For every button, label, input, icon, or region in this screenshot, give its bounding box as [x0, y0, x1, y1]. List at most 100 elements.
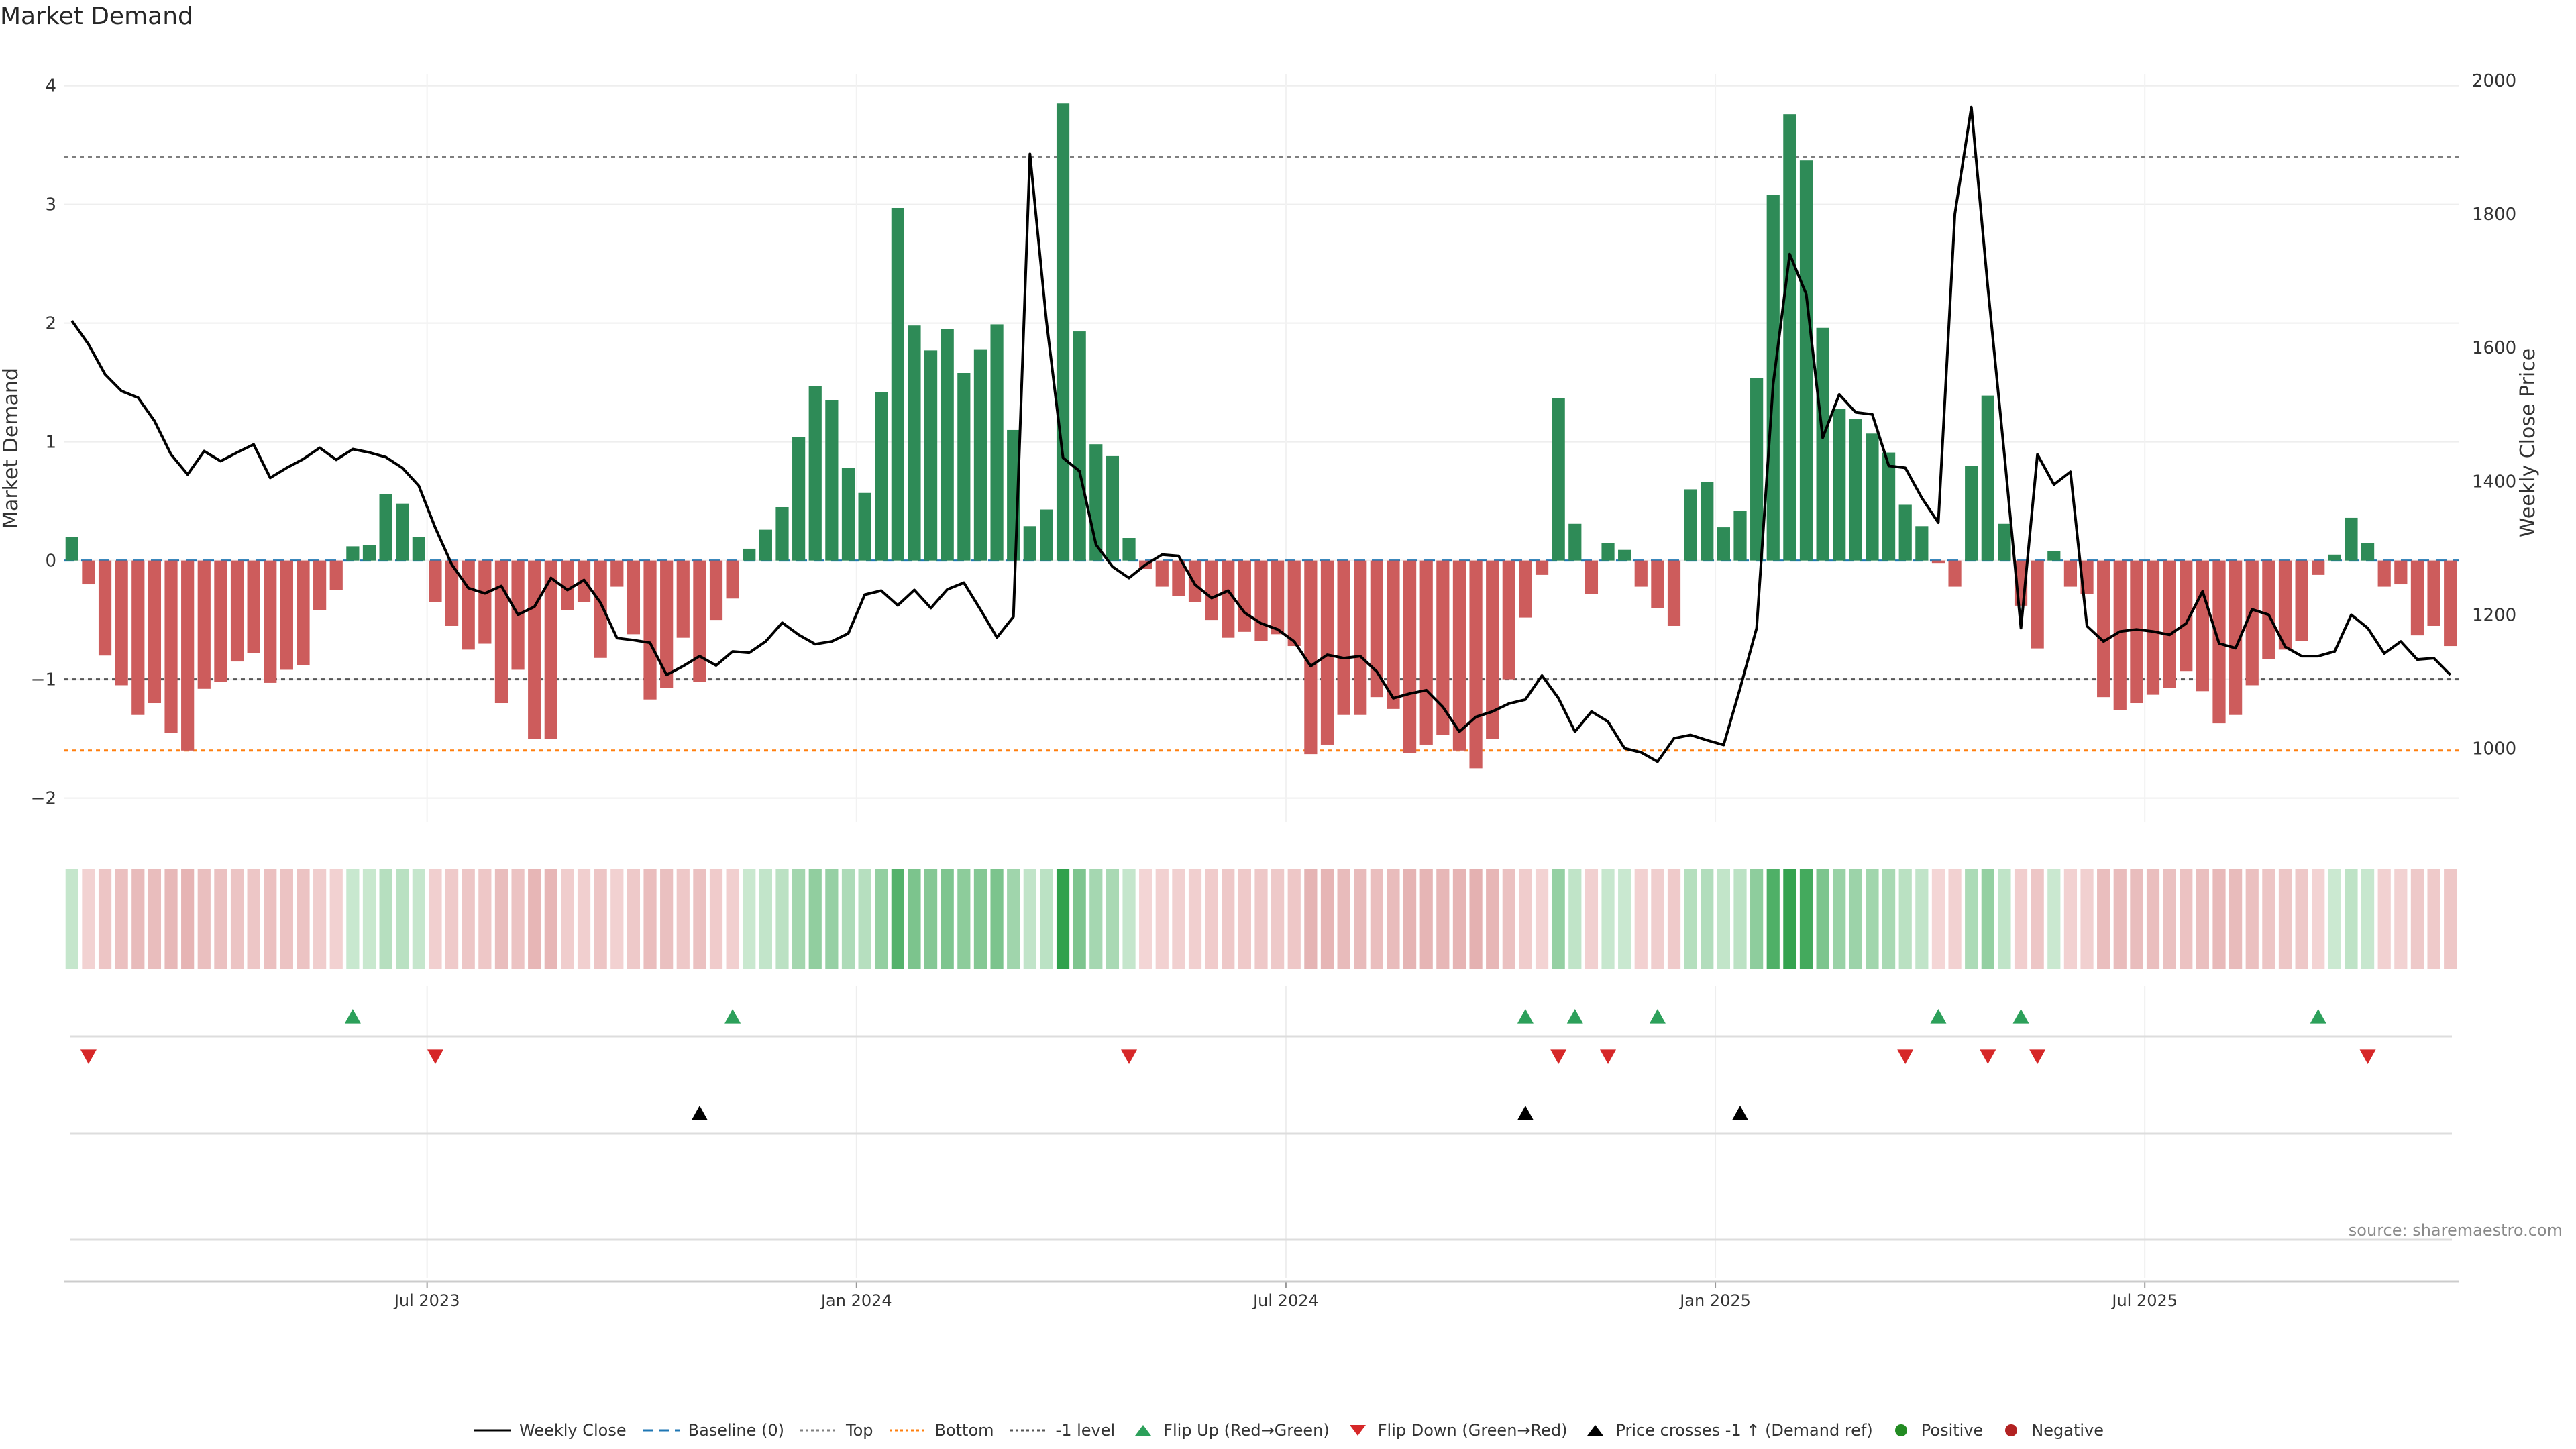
- legend-price-cross: Price crosses -1 ↑ (Demand ref): [1582, 1421, 1873, 1440]
- demand-bar: [1948, 560, 1962, 587]
- heat-strip-cell: [775, 869, 789, 969]
- heat-strip-cell: [2361, 869, 2375, 969]
- event-markers: [64, 1009, 2459, 1283]
- heat-strip-cell: [1007, 869, 1020, 969]
- demand-heat-strip: [65, 869, 2457, 969]
- demand-bar: [1238, 560, 1251, 632]
- demand-bar: [478, 560, 492, 644]
- legend-top: Top: [799, 1421, 873, 1440]
- demand-bar: [1965, 466, 1978, 561]
- demand-bar: [412, 537, 425, 561]
- heat-strip-cell: [759, 869, 772, 969]
- demand-bar: [1849, 419, 1862, 561]
- heat-strip-cell: [1568, 869, 1582, 969]
- demand-bar: [2345, 517, 2358, 561]
- heat-strip-cell: [693, 869, 706, 969]
- x-tick-label: Jul 2023: [393, 1291, 460, 1310]
- heat-strip-cell: [2278, 869, 2292, 969]
- demand-bar: [98, 560, 112, 656]
- weekly-close-line: [70, 105, 2452, 763]
- demand-bar: [1816, 327, 1829, 561]
- demand-bar: [875, 392, 888, 561]
- demand-bar: [2377, 560, 2391, 587]
- heat-strip-cell: [1733, 869, 1747, 969]
- demand-bar: [1585, 560, 1599, 594]
- flip-down-marker: [80, 1049, 97, 1064]
- y-tick-label-left: 0: [45, 551, 56, 572]
- y-tick-label-right: 1400: [2472, 472, 2516, 492]
- heat-strip-cell: [891, 869, 904, 969]
- demand-bar: [1222, 560, 1235, 638]
- flip-up-marker: [1566, 1009, 1583, 1024]
- heat-strip-cell: [1833, 869, 1846, 969]
- demand-bar: [1403, 560, 1417, 753]
- heat-strip-cell: [1222, 869, 1235, 969]
- heat-strip-cell: [808, 869, 822, 969]
- demand-bar: [2047, 551, 2061, 561]
- flip-down-marker: [1980, 1049, 1996, 1064]
- heat-strip-cell: [2410, 869, 2424, 969]
- demand-bar: [676, 560, 690, 638]
- demand-bar: [957, 373, 971, 561]
- heat-strip-cell: [1535, 869, 1549, 969]
- heat-strip-cell: [1452, 869, 1466, 969]
- heat-strip-cell: [1287, 869, 1301, 969]
- demand-bar: [808, 386, 822, 561]
- demand-bar: [841, 468, 855, 561]
- demand-bar: [610, 560, 624, 587]
- demand-bar: [1783, 114, 1796, 561]
- demand-bar: [445, 560, 459, 626]
- flip-down-marker: [1897, 1049, 1914, 1064]
- heat-strip-cell: [1172, 869, 1185, 969]
- heat-strip-cell: [1056, 869, 1070, 969]
- demand-bar: [1634, 560, 1648, 587]
- heat-strip-cell: [676, 869, 690, 969]
- demand-bar: [1188, 560, 1202, 602]
- demand-bar: [2097, 560, 2110, 698]
- heat-strip-cell: [2047, 869, 2061, 969]
- heat-strip-cell: [181, 869, 195, 969]
- heat-strip-cell: [2196, 869, 2209, 969]
- legend-label: Weekly Close: [519, 1421, 627, 1440]
- price-cross-marker: [1517, 1106, 1534, 1120]
- demand-bar: [2427, 560, 2440, 626]
- demand-bar: [2328, 554, 2341, 561]
- heat-strip-cell: [1601, 869, 1615, 969]
- legend-positive: Positive: [1888, 1421, 1983, 1440]
- heat-strip-cell: [594, 869, 607, 969]
- flip-up-marker: [2012, 1009, 2029, 1024]
- demand-bar: [1981, 395, 1994, 561]
- demand-bar: [743, 548, 756, 561]
- demand-bar: [1320, 560, 1334, 745]
- legend-label: Baseline (0): [688, 1421, 784, 1440]
- y-tick-label-right: 1200: [2472, 605, 2516, 625]
- heat-strip-cell: [494, 869, 508, 969]
- heat-strip-cell: [1271, 869, 1285, 969]
- heat-strip-cell: [1502, 869, 1515, 969]
- demand-bar: [1931, 560, 1945, 564]
- y-axis-title-left: Market Demand: [0, 368, 23, 529]
- dot-icon: [1894, 1424, 1907, 1436]
- dot-icon: [2005, 1424, 2018, 1436]
- heat-strip-cell: [2262, 869, 2275, 969]
- dotted-line-swatch-icon: [1010, 1429, 1048, 1432]
- demand-bars: [65, 103, 2457, 769]
- heat-strip-cell: [941, 869, 954, 969]
- demand-bar: [627, 560, 641, 635]
- heat-strip-cell: [2328, 869, 2341, 969]
- heat-strip-cell: [1469, 869, 1483, 969]
- demand-bar: [115, 560, 128, 686]
- demand-bar: [1023, 526, 1036, 561]
- heat-strip-cell: [660, 869, 674, 969]
- heat-strip-cell: [478, 869, 492, 969]
- flip-down-marker: [427, 1049, 443, 1064]
- heat-strip-cell: [1684, 869, 1697, 969]
- demand-bar: [181, 560, 195, 751]
- y-tick-label-left: −1: [31, 670, 56, 690]
- legend-weekly-close: Weekly Close: [472, 1421, 627, 1440]
- grid-layer: [64, 74, 2459, 1278]
- legend-label: Negative: [2031, 1421, 2104, 1440]
- demand-bar: [1452, 560, 1466, 751]
- heat-strip-cell: [1717, 869, 1730, 969]
- heat-strip-cell: [2427, 869, 2440, 969]
